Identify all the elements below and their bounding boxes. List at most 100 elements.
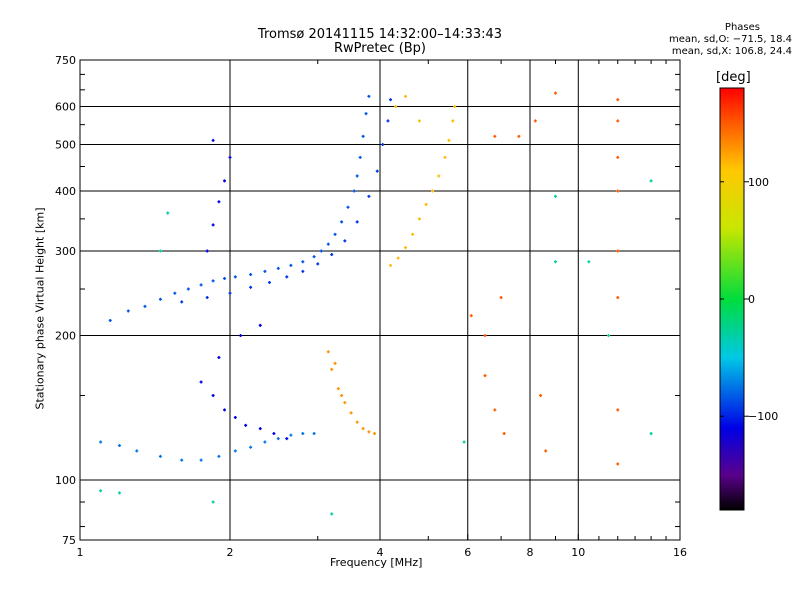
- x-tick-label: 6: [464, 546, 471, 559]
- echo-point: [649, 179, 653, 183]
- phase-stats-o: mean, sd,O: −71.5, 18.4: [669, 34, 792, 45]
- x-tick-label: 1: [77, 546, 84, 559]
- echo-point: [117, 491, 121, 495]
- echo-point: [607, 334, 611, 338]
- echo-point: [223, 276, 227, 280]
- echo-point: [389, 98, 393, 102]
- echo-point: [340, 394, 344, 398]
- echo-point: [205, 249, 209, 253]
- echo-point: [99, 489, 103, 493]
- echo-point: [364, 112, 368, 116]
- echo-point: [228, 155, 232, 159]
- echo-point: [352, 189, 356, 193]
- echo-point: [502, 432, 506, 436]
- plot-frame: [79, 59, 681, 541]
- echo-point: [358, 155, 362, 159]
- echo-point: [180, 458, 184, 462]
- echo-point: [173, 291, 177, 295]
- echo-point: [319, 249, 323, 253]
- echo-point: [483, 374, 487, 378]
- echo-point: [616, 189, 620, 193]
- y-tick-label: 200: [55, 330, 76, 343]
- echo-point: [533, 119, 537, 123]
- echo-point: [375, 169, 379, 173]
- echo-point: [99, 440, 103, 444]
- echo-point: [386, 119, 390, 123]
- echo-point: [346, 205, 350, 209]
- echo-point: [539, 394, 543, 398]
- echo-point: [361, 427, 365, 431]
- echo-point: [285, 437, 289, 441]
- echo-point: [233, 415, 237, 419]
- echo-point: [355, 174, 359, 178]
- echo-point: [244, 423, 248, 427]
- echo-point: [437, 174, 441, 178]
- echo-point: [276, 437, 280, 441]
- echo-point: [312, 432, 316, 436]
- y-axis-label: Stationary phase Virtual Height [km]: [33, 207, 47, 410]
- echo-point: [343, 401, 347, 405]
- echo-point: [343, 239, 347, 243]
- echo-point: [108, 318, 112, 322]
- echo-point: [258, 427, 262, 431]
- echo-point: [330, 367, 334, 371]
- echo-point: [553, 194, 557, 198]
- echo-point: [143, 304, 147, 308]
- echo-point: [217, 454, 221, 458]
- echo-point: [223, 408, 227, 412]
- x-tick-label: 8: [527, 546, 534, 559]
- echo-point: [158, 249, 162, 253]
- echo-point: [361, 134, 365, 138]
- echo-point: [616, 462, 620, 466]
- echo-point: [333, 232, 337, 236]
- y-tick-label: 500: [55, 139, 76, 152]
- echo-point: [289, 263, 293, 267]
- echo-point: [285, 275, 289, 279]
- echo-point: [367, 430, 371, 434]
- echo-point: [228, 291, 232, 295]
- echo-point: [233, 449, 237, 453]
- echo-point: [180, 300, 184, 304]
- echo-point: [417, 217, 421, 221]
- echo-point: [616, 408, 620, 412]
- echo-point: [158, 454, 162, 458]
- chart-subtitle: RwPretec (Bp): [333, 41, 427, 56]
- echo-point: [126, 309, 130, 313]
- echo-point: [403, 246, 407, 250]
- echo-point: [199, 458, 203, 462]
- chart-title: Tromsø 20141115 14:32:00–14:33:43: [257, 27, 503, 42]
- echo-point: [616, 119, 620, 123]
- echo-point: [233, 275, 237, 279]
- phase-stats-x: mean, sd,X: 106.8, 24.4: [671, 46, 792, 57]
- echo-point: [553, 91, 557, 95]
- echo-point: [272, 432, 276, 436]
- phases-heading: Phases: [724, 22, 760, 33]
- echo-point: [166, 211, 170, 215]
- echo-point: [394, 105, 398, 109]
- y-tick-label: 600: [55, 101, 76, 114]
- echo-point: [249, 273, 253, 277]
- x-tick-label: 10: [571, 546, 585, 559]
- echo-point: [349, 411, 353, 415]
- echo-point: [326, 242, 330, 246]
- echo-point: [616, 98, 620, 102]
- y-tick-label: 750: [55, 54, 76, 67]
- echo-point: [424, 202, 428, 206]
- echo-point: [381, 143, 385, 147]
- echo-point: [211, 223, 215, 227]
- echo-point: [312, 255, 316, 259]
- echo-point: [355, 220, 359, 224]
- echo-point: [258, 323, 262, 327]
- echo-point: [239, 334, 243, 338]
- echo-point: [451, 119, 455, 123]
- echo-point: [483, 334, 487, 338]
- echo-point: [616, 155, 620, 159]
- echo-point: [373, 432, 377, 436]
- echo-point: [117, 444, 121, 448]
- echo-point: [453, 105, 457, 109]
- echo-point: [199, 283, 203, 287]
- x-tick-label: 2: [227, 546, 234, 559]
- echo-point: [517, 134, 521, 138]
- y-tick-label: 300: [55, 245, 76, 258]
- echo-point: [587, 260, 591, 264]
